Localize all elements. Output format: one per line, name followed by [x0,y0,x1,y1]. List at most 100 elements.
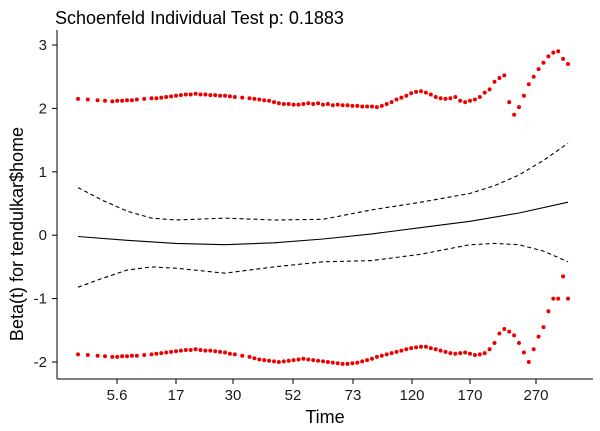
residual-point [257,97,262,102]
residual-point [154,96,159,101]
residual-point [468,98,472,103]
residual-point [159,95,164,100]
residual-point [164,350,169,355]
residual-point [556,49,561,54]
residual-point [438,96,443,101]
residual-point [188,348,193,352]
residual-point [95,353,100,358]
residual-point [536,67,541,72]
residual-point [142,96,147,101]
residual-point [472,353,477,357]
x-tick-label: 120 [399,387,424,404]
residual-point [281,359,286,364]
residual-point [325,102,330,106]
residual-point [517,105,521,110]
residual-point [482,351,487,356]
residual-point [482,90,487,95]
residual-point [428,346,433,351]
residual-point [409,346,414,351]
residual-point [487,347,492,352]
residual-point [103,98,107,103]
residual-point [316,101,321,106]
residual-point [355,360,360,365]
residual-point [404,347,409,352]
residual-point [521,350,526,355]
residual-point [477,352,482,357]
residual-point [487,87,492,92]
residual-point [350,361,355,366]
residual-point [174,93,178,98]
residual-point [365,104,370,109]
residual-point [193,91,198,96]
residual-point [232,95,237,99]
residual-point [223,93,227,98]
residual-point [120,98,125,103]
residual-point [257,357,262,362]
residual-point [458,98,463,103]
residual-point [389,351,394,356]
residual-point [198,348,203,352]
residual-point [497,76,502,80]
residual-point [227,351,232,356]
residual-point [551,50,556,55]
residual-point [556,296,561,301]
residual-point [365,358,370,363]
residual-point [546,54,551,59]
residual-point [115,354,120,359]
y-tick-label: 3 [39,37,47,54]
residual-point [125,354,129,359]
residual-point [218,349,223,354]
residual-point [512,112,517,117]
residual-point [213,349,218,354]
residual-point [311,102,316,106]
residual-point [345,103,350,108]
residual-point [404,93,409,98]
residual-point [399,348,404,353]
residual-point [463,100,468,105]
residual-point [497,331,502,336]
residual-point [566,296,570,301]
residual-point [203,348,208,353]
x-tick-label: 270 [523,387,548,404]
residual-point [566,62,570,66]
residual-point [468,351,472,356]
residual-point [120,354,125,359]
residual-point [433,95,438,99]
residual-point [85,97,90,102]
residual-point [335,361,340,366]
residual-point [448,351,453,356]
residual-point [286,102,291,106]
residual-point [296,102,301,107]
residual-point [507,100,512,105]
residual-point [502,73,507,78]
residual-point [321,102,325,107]
x-ticks: 5.6 17 30 52 73 120 170 270 [107,379,549,404]
residual-point [247,96,252,101]
confidence-band-line [77,142,569,221]
y-tick-label: 1 [39,164,47,181]
residual-point [423,90,428,95]
residual-point [154,351,159,356]
residual-point [262,358,267,363]
residual-point [247,354,252,359]
residual-point [95,98,100,103]
residual-point [536,334,541,339]
residual-point [541,325,546,330]
residual-point [291,358,296,363]
residual-point [159,351,164,356]
residual-point [551,296,556,301]
residual-point [428,92,433,97]
residual-point [350,103,355,108]
residual-point [330,360,335,365]
residual-point [183,348,188,352]
residual-point [129,353,134,358]
residual-point [458,351,463,356]
y-axis-title: Beta(t) for tendulkar$home [7,127,27,341]
residual-point [110,99,115,104]
residual-point [438,348,443,353]
residual-point [374,354,379,359]
residual-point [76,96,80,101]
residual-point [240,95,245,100]
residual-point [262,98,267,103]
residual-point [325,360,330,364]
